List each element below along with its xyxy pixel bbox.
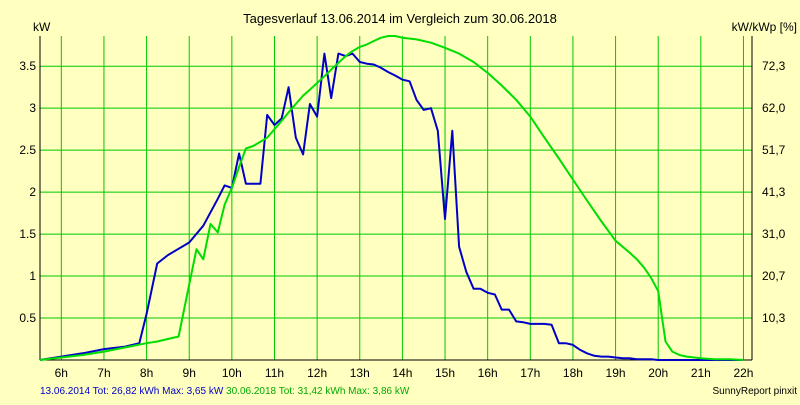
x-tick-label: 18h (563, 366, 583, 380)
series-line-2018 (39, 35, 744, 361)
x-tick-label: 20h (648, 366, 668, 380)
y-tick-label-left: 2 (29, 185, 36, 199)
x-tick-label: 11h (265, 366, 284, 380)
y-tick-label-left: 3 (29, 101, 36, 115)
y-tick-label-right: 72,3 (762, 59, 786, 73)
x-tick-label: 21h (691, 366, 711, 380)
y-tick-label-left: 1 (29, 269, 36, 283)
y-tick-label-left: 2.5 (19, 143, 36, 157)
y-tick-label-left: 3.5 (19, 59, 36, 73)
x-tick-label: 19h (606, 366, 626, 380)
y-tick-label-left: 1.5 (19, 227, 36, 241)
y-axis-right-label: kW/kWp [%] (732, 20, 797, 34)
footer-stats-2018: 30.06.2018 Tot: 31,42 kWh Max: 3,86 kW (223, 386, 410, 397)
x-tick-label: 7h (97, 366, 110, 380)
y-tick-label-right: 20,7 (762, 269, 786, 283)
footer-stats: 13.06.2014 Tot: 26,82 kWh Max: 3,65 kW 3… (40, 386, 410, 397)
x-tick-label: 16h (478, 366, 498, 380)
x-tick-label: 13h (350, 366, 370, 380)
x-tick-label: 10h (222, 366, 242, 380)
y-tick-label-right: 51,7 (762, 143, 786, 157)
series-lines (39, 35, 744, 361)
footer-stats-2014: 13.06.2014 Tot: 26,82 kWh Max: 3,65 kW (40, 386, 224, 397)
x-tick-label: 8h (140, 366, 153, 380)
x-tick-label: 14h (392, 366, 412, 380)
axes (39, 36, 753, 361)
y-tick-label-left: 0.5 (19, 311, 36, 325)
grid-lines (40, 36, 752, 360)
y-tick-label-right: 10,3 (762, 311, 786, 325)
footer-credit: SunnyReport pinxit (713, 386, 798, 397)
y-tick-label-right: 41,3 (762, 185, 786, 199)
y-axis-left-label: kW (33, 20, 51, 34)
y-tick-label-right: 31,0 (762, 227, 786, 241)
y-tick-label-right: 62,0 (762, 101, 786, 115)
x-tick-label: 15h (435, 366, 455, 380)
x-tick-label: 12h (307, 366, 327, 380)
x-tick-label: 17h (520, 366, 540, 380)
tick-labels: 6h 7h 8h 9h 10h 11h 12h 13h 14h 15h 16h 17h 18h 19h 20… (19, 59, 785, 380)
x-tick-label: 22h (733, 366, 753, 380)
series-line-2014 (39, 52, 744, 361)
x-tick-label: 6h (55, 366, 68, 380)
x-tick-label: 9h (183, 366, 196, 380)
chart-title: Tagesverlauf 13.06.2014 im Vergleich zum… (243, 11, 557, 26)
